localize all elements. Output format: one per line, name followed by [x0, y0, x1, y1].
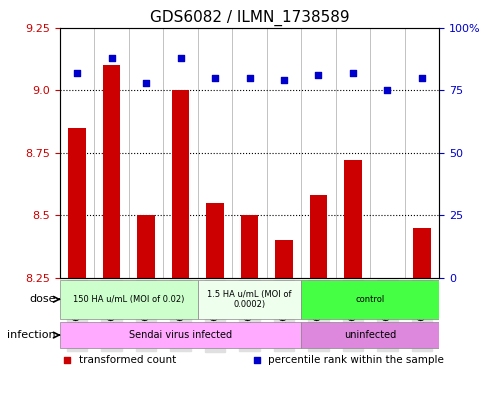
- Point: [246, 74, 253, 81]
- Point: [314, 136, 322, 143]
- FancyBboxPatch shape: [301, 280, 439, 319]
- Bar: [310, 195, 327, 278]
- Point: [349, 70, 357, 76]
- Point: [142, 79, 150, 86]
- Bar: [344, 160, 362, 278]
- Text: control: control: [356, 295, 385, 304]
- Point: [73, 70, 81, 76]
- Point: [314, 72, 322, 78]
- Bar: [172, 90, 189, 278]
- Text: uninfected: uninfected: [344, 330, 396, 340]
- Text: 150 HA u/mL (MOI of 0.02): 150 HA u/mL (MOI of 0.02): [73, 295, 185, 304]
- Text: transformed count: transformed count: [79, 355, 176, 365]
- Text: percentile rank within the sample: percentile rank within the sample: [268, 355, 444, 365]
- Title: GDS6082 / ILMN_1738589: GDS6082 / ILMN_1738589: [150, 10, 349, 26]
- Text: 1.5 HA u/mL (MOI of
0.0002): 1.5 HA u/mL (MOI of 0.0002): [207, 290, 292, 309]
- Point: [383, 87, 391, 93]
- FancyBboxPatch shape: [60, 322, 301, 348]
- Point: [211, 74, 219, 81]
- Bar: [207, 203, 224, 278]
- Text: dose: dose: [29, 294, 56, 304]
- Bar: [275, 240, 292, 278]
- Bar: [137, 215, 155, 278]
- Point: [108, 54, 116, 61]
- Text: Sendai virus infected: Sendai virus infected: [129, 330, 232, 340]
- Bar: [241, 215, 258, 278]
- FancyBboxPatch shape: [301, 322, 439, 348]
- Bar: [68, 128, 86, 278]
- Bar: [103, 65, 120, 278]
- Point: [177, 54, 185, 61]
- Text: infection: infection: [7, 330, 56, 340]
- Bar: [413, 228, 431, 278]
- FancyBboxPatch shape: [60, 280, 198, 319]
- FancyBboxPatch shape: [198, 280, 301, 319]
- Point: [418, 74, 426, 81]
- Point: [280, 77, 288, 83]
